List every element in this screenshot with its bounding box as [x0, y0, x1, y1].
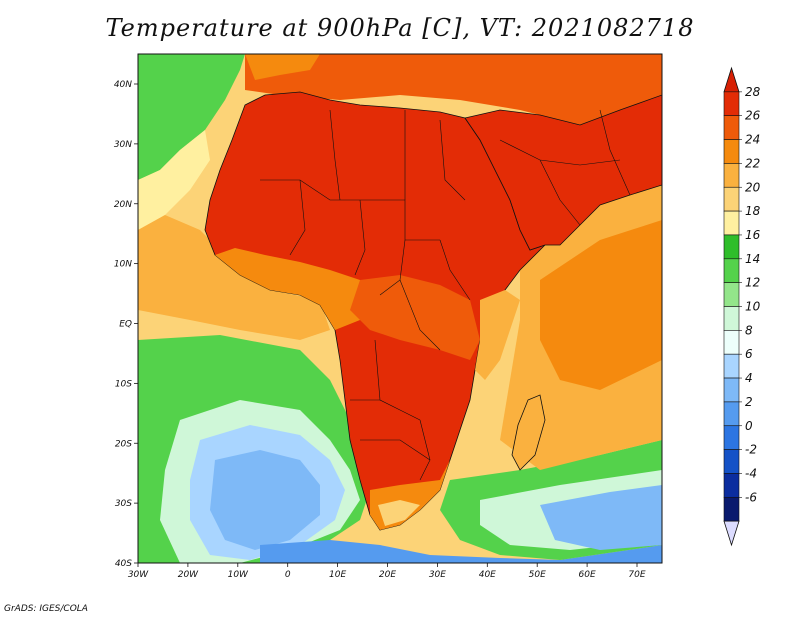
legend-label: 28: [745, 85, 761, 99]
legend-label: 18: [745, 204, 761, 218]
legend-swatch: [723, 496, 740, 522]
legend-label: 14: [745, 252, 760, 266]
legend-label: 0: [745, 419, 753, 433]
lon-tick-label: 30E: [429, 570, 446, 580]
madagascar: [511, 394, 546, 471]
legend-swatch: [723, 139, 740, 164]
latitude-axis: 40N 30N 20N 10N EQ 10S 20S 30S 40S: [114, 80, 138, 569]
land-hot-core: [204, 91, 662, 531]
legend-label: 6: [745, 347, 753, 361]
lon-tick-label: 10E: [329, 570, 346, 580]
lat-tick-label: EQ: [119, 320, 132, 330]
legend-swatch: [723, 258, 740, 283]
lon-tick-label: 70E: [628, 570, 645, 580]
legend-label: 26: [745, 109, 761, 123]
legend-label: 24: [745, 133, 760, 147]
cape-cool: [378, 500, 420, 526]
legend-label: 16: [745, 228, 761, 242]
lon-tick-label: 0: [285, 570, 291, 580]
map-frame: [137, 53, 663, 564]
lat-tick-label: 10N: [114, 260, 132, 270]
lon-tick-label: 10W: [228, 570, 249, 580]
southern-ocean-blue: [260, 540, 662, 563]
east-africa-mild: [475, 290, 520, 380]
legend-label: 4: [745, 371, 753, 385]
legend-swatch: [723, 425, 740, 450]
lon-tick-label: 40E: [479, 570, 496, 580]
lat-tick-label: 10S: [115, 379, 132, 389]
europe-warm: [245, 54, 662, 130]
grads-credit: GrADS: IGES/COLA: [4, 604, 88, 614]
legend-swatch: [723, 306, 740, 331]
legend-swatch: [723, 91, 740, 116]
legend-swatch: [723, 210, 740, 236]
legend-swatch: [723, 401, 740, 427]
atlantic-warm-band: [138, 215, 330, 340]
arabia-fill: [464, 94, 662, 251]
page-title: Temperature at 900hPa [C], VT: 202108271…: [105, 14, 695, 42]
legend-label: 22: [745, 156, 760, 170]
legend-label: -4: [745, 466, 757, 480]
legend-bottom-arrow: [723, 520, 740, 547]
legend-swatch: [723, 186, 740, 212]
legend-swatch: [723, 282, 740, 307]
legend-label: 12: [745, 276, 760, 290]
legend-label: -6: [745, 490, 757, 504]
west-africa-warm-band: [215, 248, 380, 330]
legend-label: -2: [745, 443, 757, 457]
legend-swatch: [723, 234, 740, 260]
country-borders: [260, 109, 631, 481]
legend-top-arrow: [723, 66, 740, 93]
south-atlantic-coldest: [210, 450, 320, 550]
north-atlantic-mild-zone: [138, 130, 210, 230]
west-europe-mild: [245, 54, 320, 80]
lat-tick-label: 30N: [114, 140, 132, 150]
lon-tick-label: 20E: [379, 570, 396, 580]
lon-tick-label: 20W: [178, 570, 199, 580]
lat-tick-label: 30S: [115, 499, 132, 509]
indian-ocean-warm: [540, 220, 662, 390]
lon-tick-label: 30W: [128, 570, 149, 580]
legend-swatch: [723, 449, 740, 474]
lat-tick-label: 20N: [114, 200, 132, 210]
north-atlantic-cool-zone: [138, 54, 245, 180]
legend-swatch: [723, 353, 740, 379]
legend-swatch: [723, 473, 740, 498]
legend-swatch: [723, 115, 740, 140]
longitude-axis: 30W 20W 10W 0 10E 20E 30E 40E 50E 60E 70E: [128, 563, 646, 580]
legend-label: 2: [745, 395, 753, 409]
legend-label: 10: [745, 300, 761, 314]
legend-label: 8: [745, 323, 753, 337]
lon-tick-label: 60E: [579, 570, 596, 580]
south-indian-cold: [540, 485, 662, 550]
legend-swatch: [723, 163, 740, 188]
lon-tick-label: 50E: [529, 570, 546, 580]
legend-label: 20: [745, 180, 761, 194]
legend-swatch: [723, 377, 740, 403]
lat-tick-label: 20S: [115, 439, 132, 449]
legend-swatch: [723, 330, 740, 355]
lat-tick-label: 40S: [115, 559, 132, 569]
lat-tick-label: 40N: [114, 80, 132, 90]
